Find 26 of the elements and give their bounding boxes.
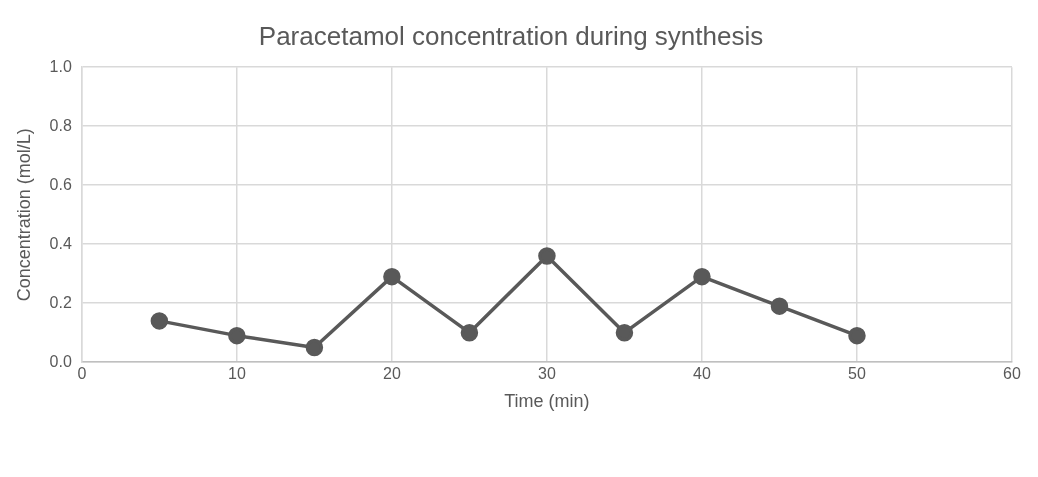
- y-tick-label: 0.2: [49, 293, 72, 311]
- point: [228, 326, 246, 345]
- point: [383, 267, 401, 286]
- y-tick-label: 0.0: [49, 352, 72, 370]
- point: [615, 323, 634, 342]
- x-tick-label: 50: [848, 365, 866, 383]
- y-tick-label: 0.6: [49, 175, 72, 193]
- point: [770, 297, 789, 315]
- x-tick-label: 60: [1003, 365, 1021, 383]
- chart-title: Paracetamol concentration during synthesis: [258, 20, 764, 51]
- point: [460, 323, 479, 342]
- x-axis-title: Time (min): [504, 391, 590, 412]
- x-tick-label: 20: [383, 365, 401, 383]
- point: [848, 326, 866, 345]
- y-axis-title: Concentration (mol/L): [13, 128, 34, 302]
- x-tick-label: 30: [538, 365, 556, 383]
- x-tick-label: 40: [693, 365, 711, 383]
- point: [150, 312, 169, 330]
- y-tick-label: 0.8: [49, 116, 72, 134]
- x-tick-label: 0: [77, 365, 87, 383]
- x-tick-label: 10: [227, 365, 246, 383]
- y-tick-label: 1.0: [49, 57, 72, 75]
- point: [538, 247, 556, 265]
- point: [305, 338, 324, 357]
- y-tick-label: 0.4: [49, 234, 72, 252]
- point: [693, 267, 711, 286]
